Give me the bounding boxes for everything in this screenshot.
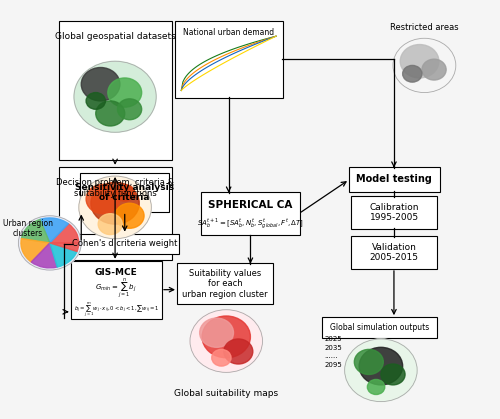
Text: 2025: 2025	[324, 336, 342, 342]
Circle shape	[202, 316, 250, 358]
Wedge shape	[21, 238, 50, 262]
FancyBboxPatch shape	[58, 21, 172, 160]
Circle shape	[422, 59, 446, 80]
Circle shape	[74, 61, 156, 132]
Circle shape	[393, 38, 456, 93]
Text: Global geospatial datasets: Global geospatial datasets	[54, 32, 176, 41]
Text: Restricted areas: Restricted areas	[390, 23, 458, 32]
Text: SPHERICAL CA: SPHERICAL CA	[208, 200, 292, 210]
Circle shape	[118, 99, 142, 120]
Circle shape	[190, 310, 262, 372]
FancyBboxPatch shape	[177, 263, 273, 304]
Text: 2035: 2035	[324, 345, 342, 351]
Wedge shape	[50, 224, 78, 243]
Circle shape	[91, 182, 139, 224]
Wedge shape	[50, 243, 77, 267]
Text: GIS-MCE: GIS-MCE	[95, 268, 138, 277]
FancyBboxPatch shape	[58, 167, 172, 261]
Circle shape	[368, 380, 385, 395]
FancyBboxPatch shape	[70, 234, 179, 254]
Circle shape	[98, 214, 122, 235]
Circle shape	[115, 184, 134, 201]
Circle shape	[212, 349, 231, 366]
Circle shape	[18, 216, 82, 270]
Circle shape	[86, 184, 120, 214]
Circle shape	[96, 101, 124, 126]
Circle shape	[108, 78, 142, 107]
FancyBboxPatch shape	[201, 192, 300, 235]
Circle shape	[115, 203, 144, 228]
Text: $SA_b^{t+1} = [SA_b^t, N_b^t, S_{global}^t, F^t, \Delta T]$: $SA_b^{t+1} = [SA_b^t, N_b^t, S_{global}…	[197, 217, 304, 231]
Text: Cohen's d criteria weight: Cohen's d criteria weight	[72, 239, 178, 248]
FancyBboxPatch shape	[351, 196, 438, 229]
Circle shape	[354, 349, 384, 375]
Circle shape	[86, 93, 106, 109]
FancyBboxPatch shape	[348, 167, 440, 191]
Circle shape	[82, 67, 120, 101]
Text: Urban region
clusters: Urban region clusters	[3, 219, 53, 238]
FancyBboxPatch shape	[80, 173, 169, 212]
Circle shape	[400, 44, 439, 78]
Text: Model testing: Model testing	[356, 174, 432, 184]
Text: Decision problem, criteria &
suitability functions: Decision problem, criteria & suitability…	[56, 178, 174, 198]
FancyBboxPatch shape	[351, 236, 438, 269]
Wedge shape	[32, 243, 58, 268]
Text: Validation
2005-2015: Validation 2005-2015	[370, 243, 418, 262]
Text: ......: ......	[324, 354, 338, 360]
Text: Global suitability maps: Global suitability maps	[174, 389, 279, 398]
Text: Suitability values
for each
urban region cluster: Suitability values for each urban region…	[182, 269, 268, 298]
FancyBboxPatch shape	[70, 261, 162, 319]
Circle shape	[381, 364, 405, 385]
Wedge shape	[40, 218, 68, 243]
Text: Calibration
1995-2005: Calibration 1995-2005	[370, 203, 419, 222]
Circle shape	[344, 339, 417, 401]
FancyBboxPatch shape	[174, 21, 283, 98]
Circle shape	[359, 347, 403, 385]
Text: $b_j = \sum_{j=1}^{m} w_j \cdot x_{ij}, 0<b_j<1, \sum w_{ij}=1$: $b_j = \sum_{j=1}^{m} w_j \cdot x_{ij}, …	[74, 301, 159, 320]
Text: 2095: 2095	[324, 362, 342, 368]
Text: Global simulation outputs: Global simulation outputs	[330, 323, 430, 332]
Text: National urban demand: National urban demand	[183, 28, 274, 37]
Circle shape	[200, 318, 234, 347]
Text: Sensitivity analysis
of criteria: Sensitivity analysis of criteria	[75, 183, 174, 202]
Text: $G_{min} = \sum_{j=1}^{n} b_j$: $G_{min} = \sum_{j=1}^{n} b_j$	[96, 276, 137, 300]
Wedge shape	[50, 243, 78, 251]
FancyBboxPatch shape	[322, 317, 438, 338]
Wedge shape	[22, 220, 50, 243]
Circle shape	[79, 176, 152, 239]
Circle shape	[224, 339, 253, 364]
Circle shape	[402, 65, 422, 82]
